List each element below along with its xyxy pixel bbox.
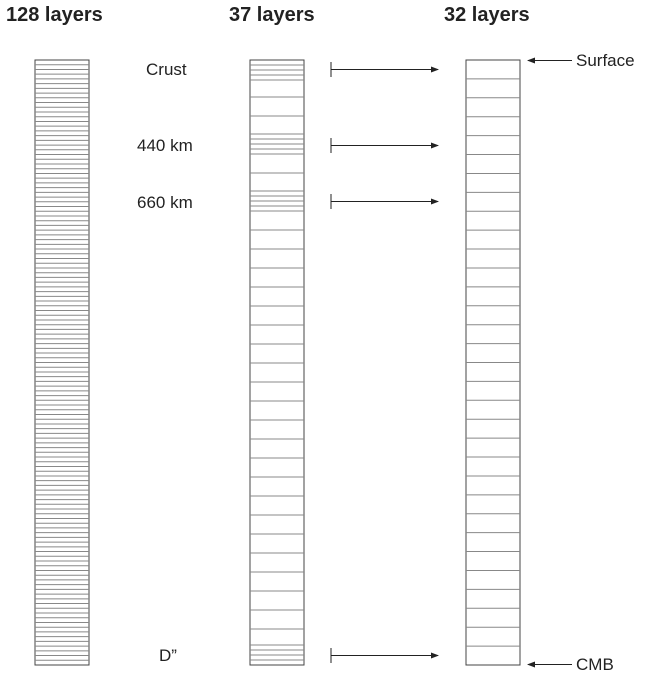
title-37-layers: 37 layers	[229, 4, 315, 26]
label-660-km: 660 km	[137, 193, 193, 212]
label-440-km: 440 km	[137, 136, 193, 155]
mapping-arrow-660	[330, 194, 439, 209]
mapping-arrow-crust	[330, 62, 439, 77]
title-128-layers: 128 layers	[6, 4, 103, 26]
label-crust: Crust	[146, 60, 187, 79]
mapping-arrow-d-double-prime	[330, 648, 439, 663]
column-128-layers	[34, 59, 90, 666]
column-32-layers	[465, 59, 521, 666]
label-cmb: CMB	[576, 655, 614, 674]
title-32-layers: 32 layers	[444, 4, 530, 26]
label-d-double-prime: D”	[159, 646, 177, 665]
mapping-arrow-440	[330, 138, 439, 153]
column-37-layers	[249, 59, 305, 666]
label-surface: Surface	[576, 51, 635, 70]
